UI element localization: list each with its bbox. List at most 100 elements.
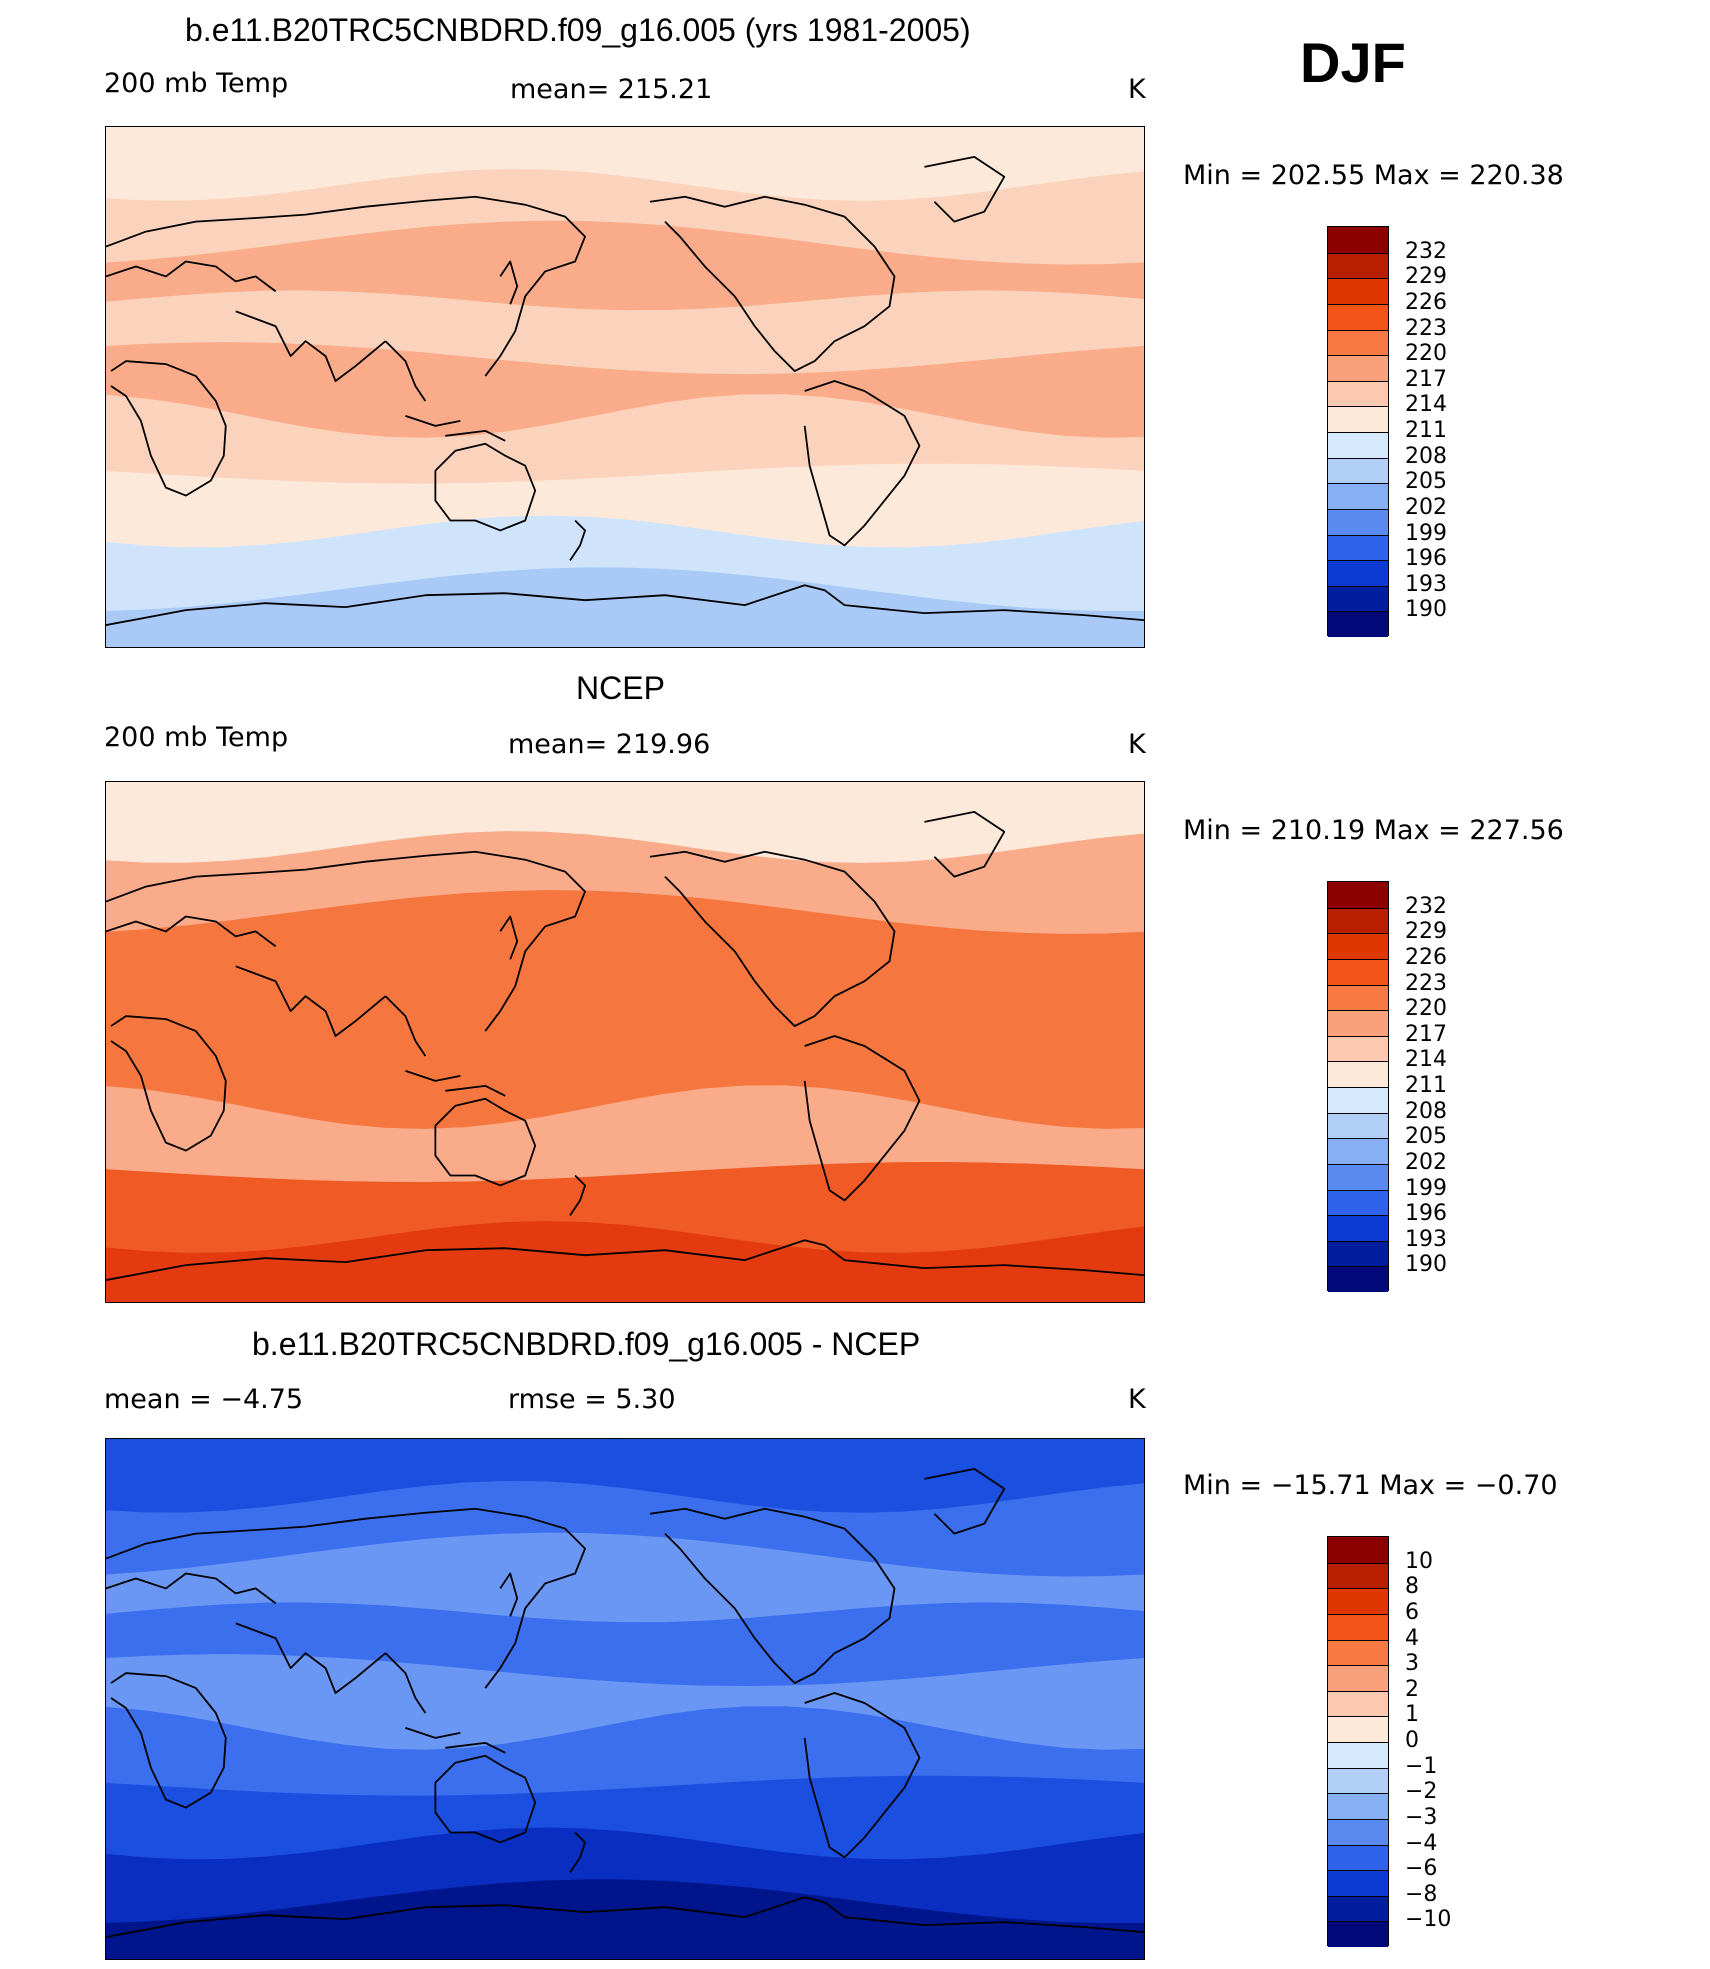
- colorbar-tick-label: 205: [1405, 469, 1447, 495]
- colorbar-swatch: [1328, 227, 1388, 253]
- coastline: [569, 1174, 586, 1216]
- colorbar-tick-label: 4: [1405, 1625, 1419, 1651]
- colorbar-swatch: [1328, 1716, 1388, 1742]
- colorbar-tick-label: 229: [1405, 264, 1447, 290]
- colorbar-tick-label: 202: [1405, 494, 1447, 520]
- coastline: [110, 1015, 227, 1152]
- map-canvas: [106, 782, 1144, 1302]
- coastline: [106, 260, 277, 293]
- colorbar-swatch: [1328, 1818, 1388, 1845]
- coastline: [110, 1672, 227, 1809]
- panel2-center-label: mean= 219.96: [508, 729, 711, 760]
- panel2-minmax: Min = 210.19 Max = 227.56: [1183, 815, 1564, 846]
- colorbar-tick-label: 0: [1405, 1728, 1419, 1753]
- coastline: [924, 155, 1006, 223]
- colorbar-swatch: [1328, 1215, 1388, 1241]
- colorbar-tick-label: 232: [1405, 893, 1447, 919]
- colorbar-swatch: [1328, 1163, 1388, 1190]
- colorbar-tick-label: 211: [1405, 1073, 1447, 1098]
- colorbar-tick-label: 205: [1405, 1124, 1447, 1150]
- coastline: [235, 310, 387, 382]
- colorbar-swatch: [1328, 1189, 1388, 1216]
- coastline: [106, 1896, 1144, 1938]
- contour-band: [106, 1879, 1144, 1959]
- coastline: [384, 1652, 506, 1754]
- colorbar-tick-label: 208: [1405, 1098, 1447, 1124]
- colorbar-tick-label: 214: [1405, 392, 1447, 418]
- colorbar-tick-label: 190: [1405, 597, 1447, 623]
- panel1-center-label: mean= 215.21: [510, 74, 713, 105]
- coastline: [499, 1572, 519, 1617]
- coastline: [434, 1754, 537, 1844]
- coastline: [649, 850, 896, 1027]
- colorbar-swatch: [1328, 1844, 1388, 1871]
- coastline: [106, 1572, 277, 1605]
- colorbar-swatch: [1328, 1767, 1388, 1794]
- coastline: [106, 195, 586, 377]
- colorbar-swatch: [1328, 1087, 1388, 1113]
- colorbar-swatch: [1328, 508, 1388, 535]
- panel1-minmax: Min = 202.55 Max = 220.38: [1183, 160, 1564, 191]
- colorbar-swatch: [1328, 483, 1388, 509]
- colorbar-swatch: [1328, 380, 1388, 407]
- colorbar-swatch: [1328, 278, 1388, 304]
- colorbar-tick-label: 211: [1405, 418, 1447, 443]
- colorbar-tick-label: 10: [1405, 1548, 1433, 1574]
- coastline: [235, 965, 387, 1037]
- colorbar-tick-label: −6: [1405, 1856, 1438, 1882]
- coastline: [384, 995, 506, 1097]
- coastline: [803, 1692, 921, 1859]
- panel3-map: [105, 1438, 1145, 1960]
- panel3-left-label: mean = −4.75: [104, 1384, 304, 1415]
- colorbar-swatch: [1328, 1690, 1388, 1717]
- colorbar-tick-label: 193: [1405, 1226, 1447, 1252]
- colorbar-tick-label: 202: [1405, 1149, 1447, 1175]
- colorbar-tick-label: 2: [1405, 1676, 1419, 1702]
- colorbar-swatch: [1328, 611, 1388, 637]
- colorbar-tick-label: 190: [1405, 1252, 1447, 1278]
- coastline: [106, 850, 586, 1032]
- coastline: [110, 360, 227, 497]
- panel2-left-label: 200 mb Temp: [104, 722, 289, 753]
- colorbar-swatch: [1328, 933, 1388, 959]
- colorbar-tick-label: 196: [1405, 1201, 1447, 1227]
- colorbar-tick-label: 220: [1405, 341, 1447, 367]
- coastline: [803, 380, 921, 547]
- coastline: [499, 915, 519, 960]
- panel3-title: b.e11.B20TRC5CNBDRD.f09_g16.005 - NCEP: [252, 1326, 921, 1362]
- colorbar-tick-label: −10: [1405, 1907, 1452, 1933]
- colorbar-swatch: [1328, 406, 1388, 432]
- coastline: [106, 1239, 1144, 1281]
- contour-band: [106, 1221, 1144, 1302]
- colorbar-swatch: [1328, 907, 1388, 934]
- colorbar-swatch: [1328, 355, 1388, 381]
- colorbar-swatch: [1328, 1138, 1388, 1164]
- colorbar-swatch: [1328, 984, 1388, 1011]
- panel2-map: [105, 781, 1145, 1303]
- coastline: [106, 584, 1144, 626]
- coastline: [569, 1831, 586, 1873]
- colorbar-swatch: [1328, 1742, 1388, 1768]
- colorbar-swatch: [1328, 1613, 1388, 1640]
- coastline: [569, 519, 586, 561]
- colorbar-swatch: [1328, 1870, 1388, 1896]
- colorbar-tick-label: 193: [1405, 571, 1447, 597]
- colorbar-swatch: [1328, 585, 1388, 612]
- colorbar-swatch: [1328, 1035, 1388, 1062]
- contour-band: [106, 567, 1144, 647]
- colorbar-swatch: [1328, 1895, 1388, 1922]
- colorbar-tick-label: 6: [1405, 1599, 1419, 1625]
- panel1-map: [105, 126, 1145, 648]
- colorbar-swatch: [1328, 1665, 1388, 1691]
- panel3-center-label: rmse = 5.30: [508, 1384, 676, 1415]
- map-canvas: [106, 127, 1144, 647]
- colorbar-swatch: [1328, 1793, 1388, 1819]
- panel1-title: b.e11.B20TRC5CNBDRD.f09_g16.005 (yrs 198…: [185, 12, 971, 48]
- panel1-colorbar: [1327, 226, 1389, 637]
- colorbar-tick-label: 8: [1405, 1574, 1419, 1600]
- panel1-left-label: 200 mb Temp: [104, 68, 289, 99]
- coastline: [649, 195, 896, 372]
- coastline: [434, 442, 537, 532]
- colorbar-swatch: [1328, 560, 1388, 586]
- coastline: [924, 810, 1006, 878]
